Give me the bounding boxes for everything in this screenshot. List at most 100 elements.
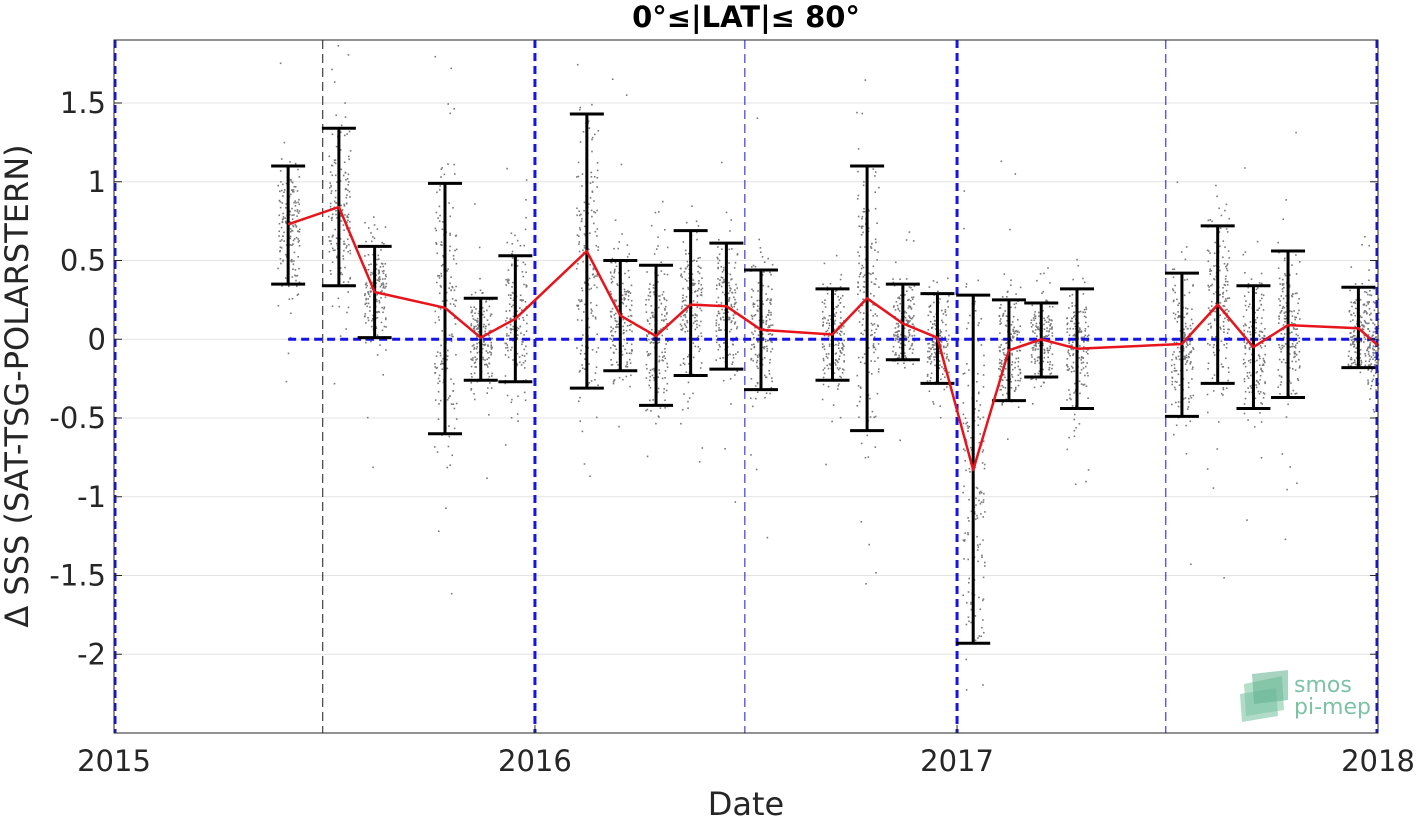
- scatter-point: [753, 303, 756, 305]
- scatter-point: [1012, 368, 1014, 371]
- scatter-point: [933, 323, 936, 325]
- scatter-point: [999, 346, 1001, 349]
- scatter-point: [1207, 284, 1209, 287]
- scatter-point: [335, 210, 337, 212]
- scatter-point: [1363, 304, 1365, 306]
- scatter-point: [1003, 273, 1006, 275]
- scatter-point: [1173, 363, 1176, 366]
- scatter-point: [1030, 354, 1033, 356]
- scatter-point: [876, 259, 878, 261]
- scatter-point: [1185, 354, 1188, 357]
- scatter-point: [1048, 368, 1050, 371]
- scatter-point: [1283, 306, 1286, 309]
- scatter-point: [368, 227, 370, 229]
- scatter-point: [448, 202, 450, 204]
- scatter-point: [823, 367, 826, 369]
- scatter-point: [622, 378, 624, 381]
- scatter-point: [1279, 300, 1282, 302]
- scatter-point: [934, 342, 937, 344]
- scatter-point: [859, 289, 862, 292]
- scatter-point: [835, 254, 838, 257]
- scatter-point: [486, 309, 488, 312]
- scatter-point: [1291, 331, 1293, 334]
- scatter-point: [583, 463, 586, 465]
- scatter-point: [769, 299, 772, 301]
- scatter-point: [382, 285, 385, 287]
- scatter-point: [1036, 359, 1039, 362]
- scatter-point: [905, 311, 907, 314]
- scatter-point: [858, 225, 861, 227]
- scatter-point: [967, 322, 970, 324]
- scatter-point: [932, 344, 935, 346]
- scatter-point: [1178, 358, 1181, 361]
- scatter-point: [975, 518, 977, 521]
- scatter-point: [647, 320, 649, 322]
- scatter-point: [999, 389, 1001, 391]
- scatter-point: [383, 325, 386, 328]
- scatter-point: [1037, 311, 1040, 314]
- scatter-point: [377, 269, 380, 272]
- scatter-point: [455, 354, 457, 356]
- scatter-point: [511, 243, 514, 245]
- scatter-point: [329, 171, 332, 173]
- scatter-point: [1049, 347, 1052, 349]
- scatter-point: [384, 274, 387, 276]
- scatter-point: [999, 365, 1002, 368]
- scatter-point: [944, 311, 947, 313]
- scatter-point: [1247, 377, 1250, 379]
- scatter-point: [610, 278, 613, 280]
- scatter-point: [588, 326, 591, 329]
- scatter-point: [649, 353, 652, 355]
- scatter-point: [977, 340, 980, 342]
- scatter-point: [517, 259, 519, 262]
- scatter-point: [1370, 312, 1372, 315]
- scatter-point: [762, 327, 765, 330]
- scatter-point: [1369, 398, 1371, 400]
- scatter-point: [1184, 279, 1186, 281]
- scatter-point: [1069, 354, 1071, 357]
- scatter-point: [521, 354, 524, 357]
- scatter-point: [1185, 361, 1188, 363]
- scatter-point: [588, 382, 590, 384]
- scatter-point: [578, 400, 580, 403]
- scatter-point: [1037, 326, 1039, 328]
- scatter-point: [340, 215, 342, 217]
- scatter-point: [1258, 282, 1261, 284]
- scatter-point: [692, 279, 695, 281]
- scatter-point: [332, 247, 334, 250]
- scatter-point: [347, 173, 350, 176]
- scatter-point: [821, 346, 824, 349]
- scatter-point: [1374, 359, 1377, 362]
- scatter-point: [596, 273, 598, 276]
- scatter-point: [867, 227, 870, 230]
- scatter-point: [1048, 319, 1051, 321]
- scatter-point: [898, 330, 900, 332]
- scatter-point: [687, 286, 689, 289]
- scatter-point: [1066, 331, 1069, 334]
- scatter-point: [840, 347, 843, 350]
- scatter-point: [1290, 322, 1293, 324]
- scatter-point: [938, 350, 941, 353]
- scatter-point: [1247, 387, 1249, 389]
- scatter-point: [296, 215, 298, 217]
- scatter-point: [1295, 273, 1298, 275]
- scatter-point: [365, 298, 367, 301]
- scatter-point: [450, 276, 452, 278]
- scatter-point: [651, 374, 654, 377]
- scatter-point: [470, 382, 473, 384]
- scatter-point: [1365, 291, 1368, 294]
- scatter-point: [292, 243, 294, 245]
- scatter-point: [625, 291, 628, 293]
- scatter-point: [1192, 284, 1194, 286]
- scatter-point: [1369, 387, 1372, 390]
- scatter-point: [940, 345, 942, 347]
- scatter-point: [754, 326, 756, 329]
- scatter-point: [613, 299, 616, 301]
- scatter-point: [1361, 328, 1364, 331]
- scatter-point: [1011, 373, 1013, 376]
- scatter-point: [1003, 353, 1005, 356]
- scatter-point: [948, 295, 950, 297]
- scatter-point: [967, 517, 969, 519]
- scatter-point: [447, 268, 449, 270]
- scatter-point: [335, 237, 338, 239]
